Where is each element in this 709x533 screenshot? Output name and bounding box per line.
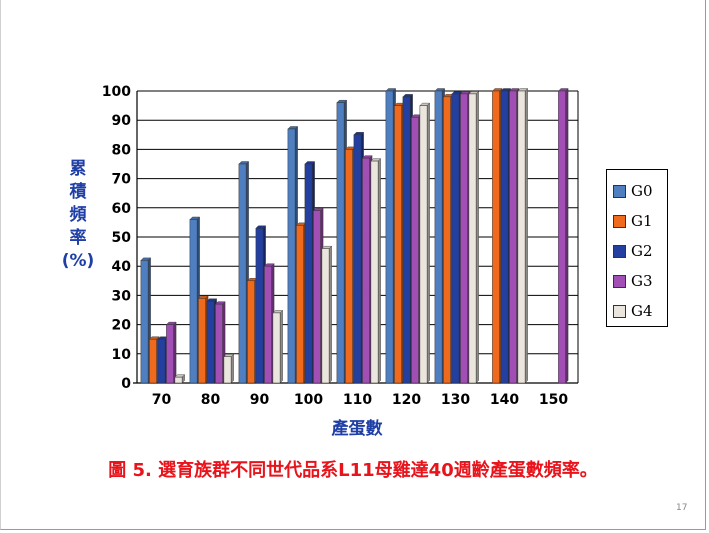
chart-legend: G0 G1 G2 G3 G4: [606, 169, 668, 327]
bar-g1-110: [345, 149, 353, 384]
bar-g3-70: [166, 324, 174, 384]
y-tick-label: 80: [112, 142, 132, 158]
x-tick-label: 150: [539, 392, 568, 408]
bar-g1-100: [296, 225, 304, 384]
legend-label: G2: [631, 242, 653, 260]
bar-g1-90: [247, 280, 255, 384]
bar-side: [426, 102, 430, 384]
bar-g2-120: [402, 96, 411, 384]
x-tick-label: 100: [294, 392, 323, 408]
y-tick-label: 70: [112, 172, 132, 188]
bar-g3-130: [460, 93, 468, 384]
legend-label: G0: [631, 182, 653, 200]
bar-side: [230, 353, 234, 384]
figure-caption: 圖 5. 選育族群不同世代品系L11母雞達40週齡產蛋數頻率。: [108, 460, 598, 481]
bar-g4-140: [517, 90, 526, 384]
bar-g4-90: [272, 312, 281, 384]
legend-swatch: [613, 244, 626, 258]
bar-g1-130: [443, 96, 451, 384]
x-tick-label: 70: [152, 392, 172, 408]
y-tick-label: 0: [121, 376, 131, 392]
page-number: 17: [676, 503, 688, 513]
bar-g1-70: [149, 338, 157, 384]
bar-g0-90: [238, 163, 247, 384]
bar-g2-70: [157, 338, 166, 384]
chart-bars: [140, 88, 569, 384]
bar-g2-130: [451, 93, 460, 384]
y-tick-label: 20: [112, 318, 132, 334]
legend-label: G4: [631, 302, 653, 320]
bar-g2-140: [500, 90, 509, 384]
x-tick-label: 130: [441, 392, 470, 408]
bar-g4-70: [174, 376, 183, 384]
bar-g2-80: [206, 300, 215, 384]
legend-item-g0: G0: [613, 176, 667, 206]
legend-item-g1: G1: [613, 206, 667, 236]
bar-g3-140: [509, 90, 517, 384]
legend-swatch: [613, 214, 626, 228]
y-tick-label: 90: [112, 113, 132, 129]
bar-side: [377, 158, 381, 384]
y-tick-label: 30: [112, 288, 132, 304]
bar-g4-100: [321, 248, 330, 384]
y-axis-label-unit: (%): [61, 251, 95, 271]
bar-g0-100: [287, 128, 296, 384]
x-axis-label: 產蛋數: [331, 419, 383, 439]
x-tick-label: 120: [392, 392, 421, 408]
legend-swatch: [613, 274, 626, 288]
x-tick-label: 140: [490, 392, 519, 408]
bar-g1-140: [492, 90, 500, 384]
bar-g4-130: [468, 93, 477, 384]
y-tick-labels: 0 10 20 30 40 50 60 70 80 90 100: [102, 84, 131, 392]
legend-swatch: [613, 304, 626, 318]
y-axis-label-char: 積: [69, 182, 87, 202]
x-tick-label: 80: [201, 392, 221, 408]
y-axis-label-char: 累: [69, 159, 87, 179]
bar-side: [524, 88, 528, 384]
bar-g3-120: [411, 117, 419, 384]
legend-item-g4: G4: [613, 296, 667, 326]
y-tick-label: 60: [112, 201, 132, 217]
bar-g0-110: [336, 102, 345, 384]
legend-item-g3: G3: [613, 266, 667, 296]
bar-g0-120: [385, 90, 394, 384]
bar-g2-90: [255, 227, 264, 384]
legend-item-g2: G2: [613, 236, 667, 266]
bar-g3-150: [558, 90, 566, 384]
bar-side: [173, 321, 177, 384]
legend-label: G3: [631, 272, 653, 290]
bar-side: [475, 90, 479, 384]
bar-g3-100: [313, 210, 321, 384]
y-axis-label-char: 率: [69, 228, 87, 248]
bar-side: [279, 309, 283, 384]
bar-g1-80: [198, 298, 206, 384]
legend-label: G1: [631, 212, 653, 230]
y-tick-label: 100: [102, 84, 131, 100]
bar-g0-70: [140, 260, 149, 384]
legend-swatch: [613, 184, 626, 198]
bar-g2-110: [353, 134, 362, 384]
bar-g4-80: [223, 356, 232, 384]
y-axis-label-char: 頻: [69, 205, 87, 225]
y-axis-label: 累 積 頻 率 (%): [58, 158, 98, 273]
x-tick-label: 90: [250, 392, 270, 408]
bar-g3-110: [362, 157, 370, 384]
bar-g0-130: [434, 90, 443, 384]
bar-g4-120: [419, 105, 428, 384]
bar-g4-110: [370, 160, 379, 384]
x-tick-labels: 70 80 90 100 110 120 130 140 150: [152, 392, 569, 408]
y-tick-label: 40: [112, 259, 132, 275]
y-tick-label: 50: [112, 230, 132, 246]
bar-side: [565, 88, 569, 384]
y-tick-label: 10: [112, 347, 132, 363]
bar-g0-80: [189, 219, 198, 384]
bar-g3-90: [264, 265, 272, 384]
bar-g3-80: [215, 303, 223, 384]
bar-g2-100: [304, 163, 313, 384]
bar-g1-120: [394, 105, 402, 384]
bar-side: [328, 245, 332, 384]
x-tick-label: 110: [343, 392, 372, 408]
